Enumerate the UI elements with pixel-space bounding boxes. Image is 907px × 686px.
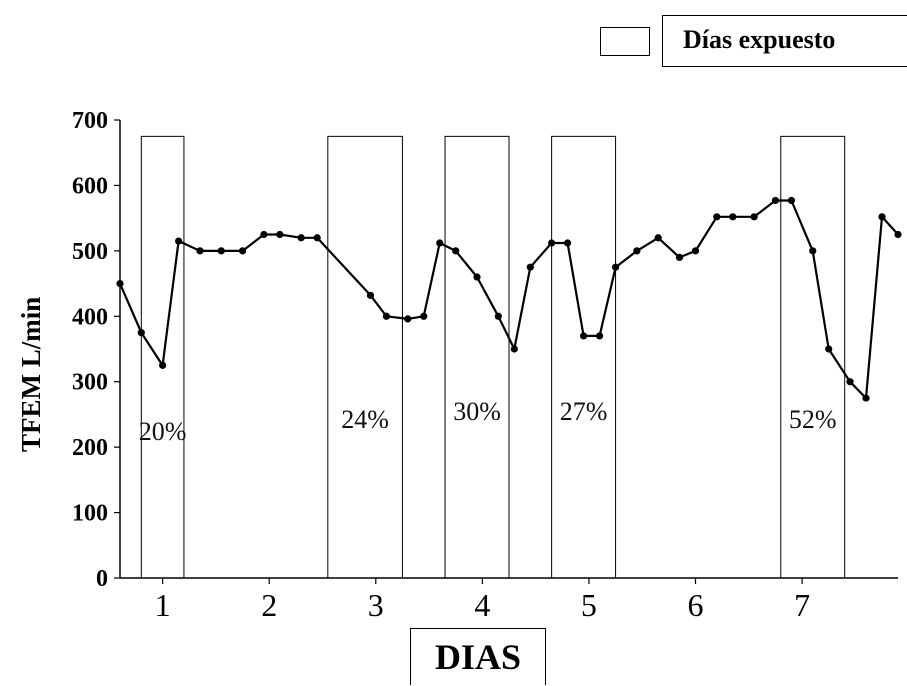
x-axis-title-box: DIAS (410, 628, 546, 685)
data-point (175, 237, 183, 245)
legend-swatch (600, 27, 650, 56)
legend-label: Días expuesto (683, 25, 836, 54)
exposure-labels: 20% 24% 30% 27% 52% (139, 397, 837, 446)
data-point (729, 213, 737, 221)
y-tick-label: 100 (72, 501, 108, 527)
data-point (787, 196, 796, 205)
data-point (862, 394, 870, 402)
data-point (809, 247, 817, 255)
data-point (611, 263, 620, 271)
data-point (382, 312, 391, 320)
y-tick-label: 200 (72, 435, 108, 461)
data-point (260, 230, 268, 239)
data-point (116, 279, 124, 288)
y-tick-label: 0 (96, 566, 108, 592)
x-tick-label: 1 (155, 587, 171, 623)
data-point (633, 247, 641, 255)
data-point (276, 230, 284, 239)
ticks: 0 100 200 300 400 500 600 700 1 2 3 4 5 6 7 (72, 108, 810, 623)
data-point (159, 361, 167, 369)
x-tick-label: 3 (368, 587, 384, 623)
x-tick-label: 6 (688, 587, 704, 623)
data-point (313, 234, 321, 242)
x-axis-title: DIAS (434, 637, 522, 677)
data-point (196, 247, 204, 255)
data-point (713, 213, 721, 221)
data-point (580, 332, 588, 340)
data-point (494, 312, 502, 320)
exposure-label-4: 27% (560, 397, 608, 426)
data-point (894, 230, 902, 239)
y-tick-label: 300 (72, 370, 108, 396)
x-tick-label: 5 (581, 587, 597, 623)
series-points (116, 196, 902, 402)
data-point (238, 247, 247, 255)
data-point (595, 332, 604, 340)
data-point (510, 345, 518, 353)
data-point (452, 247, 460, 255)
y-tick-label: 600 (72, 173, 108, 199)
axes (119, 120, 898, 579)
x-tick-label: 2 (261, 587, 277, 623)
data-point (366, 291, 375, 299)
exposure-label-1: 20% (139, 417, 187, 446)
x-tick-label: 7 (794, 587, 810, 623)
exposure-bar-2 (327, 135, 403, 579)
exposure-label-2: 24% (341, 405, 389, 434)
data-point (473, 273, 481, 281)
data-point (420, 312, 428, 320)
data-point (297, 234, 305, 242)
data-point (750, 213, 758, 221)
exposure-bar-4 (551, 135, 617, 579)
y-axis-title: TFEM L/min (16, 296, 46, 452)
data-point (548, 239, 556, 247)
data-point (217, 247, 225, 255)
exposure-label-5: 52% (789, 405, 837, 434)
data-point (564, 239, 572, 247)
y-tick-label: 700 (72, 108, 108, 134)
data-point (526, 263, 534, 271)
y-tick-label: 400 (72, 304, 108, 330)
exposure-bar-3 (444, 135, 510, 579)
data-point (675, 253, 684, 261)
legend: Días expuesto (662, 15, 907, 67)
data-point (878, 213, 886, 221)
data-point (691, 247, 700, 255)
data-point (436, 239, 444, 247)
data-point (825, 345, 833, 353)
data-point (137, 329, 145, 337)
y-tick-label: 500 (72, 239, 108, 265)
data-point (654, 234, 662, 242)
data-point (404, 315, 412, 323)
data-point (771, 196, 780, 205)
data-point (846, 378, 854, 386)
exposure-label-3: 30% (453, 397, 501, 426)
exposure-bars (140, 135, 846, 579)
x-tick-label: 4 (474, 587, 490, 623)
